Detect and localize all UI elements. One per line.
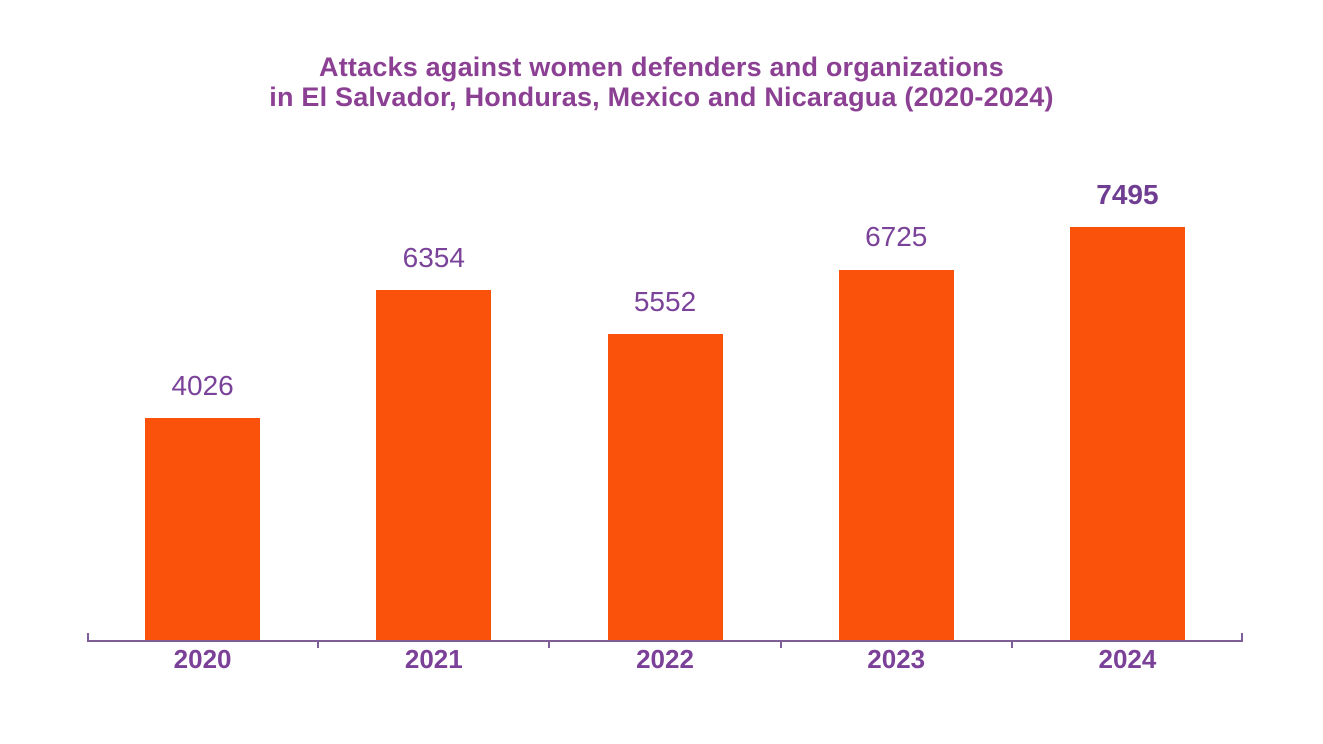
axis-tick	[779, 642, 782, 648]
axis-tick	[317, 642, 320, 648]
x-axis-labels: 2020 2021 2022 2023 2024	[87, 644, 1243, 675]
chart-title-line1: Attacks against women defenders and orga…	[319, 52, 1004, 82]
axis-tick	[1010, 642, 1013, 648]
bar-value-label: 4026	[171, 370, 234, 402]
axis-tick	[548, 642, 551, 648]
bar-group: 6354	[318, 242, 549, 640]
bar	[145, 418, 261, 640]
chart-title-line2: in El Salvador, Honduras, Mexico and Nic…	[269, 82, 1054, 113]
bar-value-label: 6725	[865, 221, 928, 253]
x-axis-label: 2023	[867, 644, 926, 674]
bar-group: 4026	[87, 370, 318, 640]
x-axis-label: 2022	[636, 644, 694, 674]
bar-group: 6725	[781, 221, 1012, 640]
bar-group: 7495	[1012, 179, 1243, 640]
bar-group: 5552	[549, 286, 780, 640]
x-axis-label: 2020	[173, 644, 232, 674]
bars-container: 4026 6354 5552 6725 7495	[87, 0, 1243, 640]
bar-value-label: 5552	[633, 285, 697, 317]
bar-value-label: 6354	[402, 241, 465, 273]
chart-title: Attacks against women defenders and orga…	[0, 52, 1323, 112]
axis-end-tick-left	[87, 633, 89, 640]
axis-end-tick-right	[1241, 633, 1243, 640]
bar	[838, 269, 954, 640]
bar	[376, 289, 492, 640]
x-axis-label: 2021	[404, 644, 463, 674]
bar	[607, 334, 723, 640]
bar	[1069, 227, 1185, 640]
bar-value-label: 7495	[1096, 178, 1159, 210]
x-axis-line	[87, 633, 1243, 648]
x-axis-label: 2024	[1098, 644, 1157, 674]
